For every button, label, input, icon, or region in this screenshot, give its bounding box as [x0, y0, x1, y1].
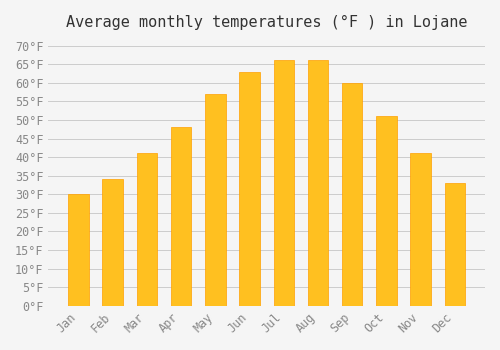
Bar — [308, 61, 328, 306]
Bar — [376, 116, 396, 306]
Bar — [342, 83, 362, 306]
Bar — [444, 183, 465, 306]
Bar — [274, 61, 294, 306]
Bar — [205, 94, 226, 306]
Bar — [102, 180, 123, 306]
Bar — [136, 153, 157, 306]
Bar — [410, 153, 431, 306]
Bar — [68, 194, 88, 306]
Bar — [171, 127, 192, 306]
Bar — [240, 72, 260, 306]
Title: Average monthly temperatures (°F ) in Lojane: Average monthly temperatures (°F ) in Lo… — [66, 15, 468, 30]
